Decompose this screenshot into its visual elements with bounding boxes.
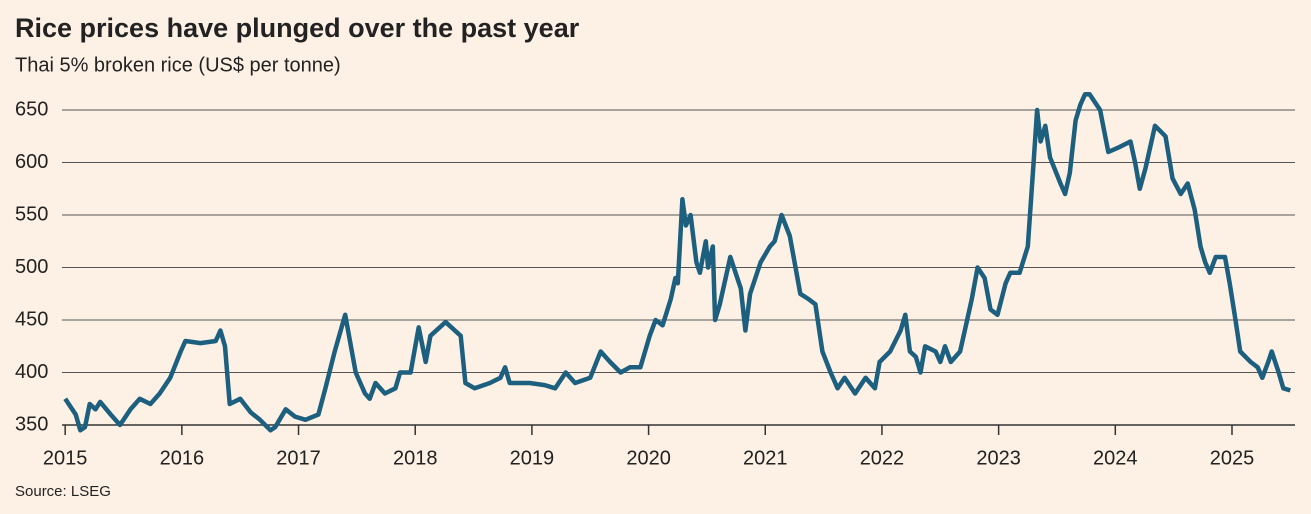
y-tick-label: 600 [15,151,48,173]
y-tick-label: 550 [15,203,48,225]
x-tick-label: 2018 [393,447,438,469]
x-tick-label: 2016 [160,447,205,469]
x-tick-label: 2025 [1210,447,1255,469]
price-line [63,92,1291,433]
y-tick-label: 650 [15,98,48,120]
chart-subtitle: Thai 5% broken rice (US$ per tonne) [15,54,341,76]
x-tick-label: 2023 [976,447,1021,469]
x-tick-label: 2015 [43,447,88,469]
x-tick-label: 2021 [743,447,788,469]
y-tick-label: 400 [15,361,48,383]
chart-title: Rice prices have plunged over the past y… [15,13,580,43]
x-tick-label: 2020 [626,447,671,469]
source: Source: LSEG [15,483,111,500]
x-tick-label: 2019 [510,447,555,469]
x-tick-label: 2017 [276,447,321,469]
y-tick-label: 500 [15,256,48,278]
y-tick-label: 450 [15,308,48,330]
x-tick-label: 2024 [1093,447,1138,469]
x-tick-label: 2022 [860,447,905,469]
y-tick-label: 350 [15,413,48,435]
